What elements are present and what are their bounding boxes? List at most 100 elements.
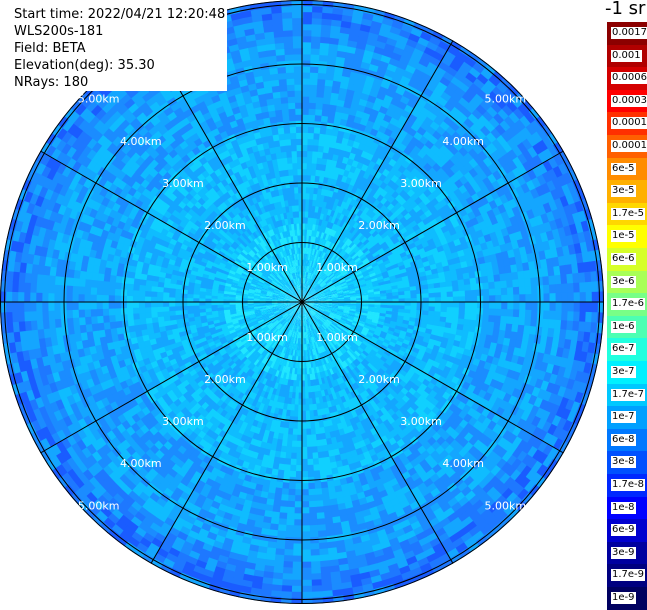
ray-gate bbox=[307, 447, 313, 454]
ray-gate bbox=[302, 169, 307, 176]
ray-gate bbox=[299, 387, 303, 394]
ray-gate bbox=[404, 294, 411, 298]
ray-gate bbox=[281, 585, 293, 592]
ray-gate bbox=[465, 302, 472, 309]
ray-gate bbox=[282, 567, 293, 574]
ray-gate bbox=[302, 193, 306, 200]
ray-gate bbox=[531, 286, 538, 295]
ray-gate bbox=[291, 580, 302, 587]
ray-gate bbox=[301, 592, 313, 599]
ray-gate bbox=[302, 199, 306, 206]
ray-gate bbox=[550, 302, 557, 312]
ray-gate bbox=[282, 573, 293, 580]
ray-gate bbox=[295, 483, 302, 490]
ray-gate bbox=[307, 471, 314, 478]
ray-gate bbox=[489, 302, 496, 310]
ray-gate bbox=[296, 447, 302, 454]
ray-gate bbox=[399, 302, 406, 306]
ray-gate bbox=[411, 302, 418, 307]
ray-gate bbox=[302, 157, 308, 164]
ray-gate bbox=[311, 585, 323, 592]
ray-gate bbox=[580, 292, 587, 303]
ray-gate bbox=[556, 293, 563, 303]
ray-gate bbox=[298, 399, 302, 406]
ray-gate bbox=[398, 295, 405, 299]
ray-gate bbox=[312, 18, 323, 25]
ray-gate bbox=[314, 482, 322, 489]
ray-gate bbox=[295, 489, 303, 496]
ray-gate bbox=[393, 302, 400, 306]
ray-gate bbox=[291, 574, 302, 581]
ray-gate bbox=[285, 525, 294, 532]
ray-gate bbox=[302, 78, 311, 85]
ray-gate bbox=[309, 531, 318, 538]
ray-gate bbox=[310, 543, 320, 550]
ray-gate bbox=[311, 36, 322, 43]
ray-gate bbox=[471, 302, 478, 309]
ray-gate bbox=[543, 310, 550, 320]
ray-gate bbox=[285, 531, 294, 538]
ray-gate bbox=[292, 556, 302, 563]
ray-gate bbox=[574, 302, 581, 313]
ray-gate bbox=[579, 312, 586, 323]
ray-gate bbox=[307, 453, 313, 460]
ray-gate bbox=[310, 72, 319, 79]
ray-gate bbox=[459, 302, 466, 308]
ray-gate bbox=[301, 556, 311, 563]
ray-gate bbox=[305, 398, 309, 405]
ray-gate bbox=[302, 18, 313, 25]
ray-gate bbox=[592, 302, 599, 314]
ray-gate bbox=[301, 574, 312, 581]
ray-gate bbox=[483, 302, 490, 309]
ray-gate bbox=[302, 181, 307, 188]
ray-gate bbox=[585, 312, 592, 324]
ray-gate bbox=[305, 404, 309, 411]
ray-gate bbox=[312, 24, 323, 31]
ray-gate bbox=[302, 12, 313, 19]
ray-gate bbox=[574, 292, 581, 303]
ray-gate bbox=[453, 302, 460, 308]
ray-gate bbox=[507, 302, 514, 310]
ray-gate bbox=[501, 288, 508, 296]
ray-gate bbox=[296, 441, 302, 448]
ray-gate bbox=[302, 151, 308, 158]
ray-gate bbox=[471, 290, 478, 297]
ray-gate bbox=[294, 507, 302, 514]
ray-gate bbox=[567, 283, 574, 294]
ray-gate bbox=[392, 295, 399, 299]
ray-gate bbox=[311, 48, 321, 55]
ray-gate bbox=[310, 573, 321, 580]
ray-gate bbox=[302, 211, 306, 218]
ray-gate bbox=[441, 292, 448, 298]
ray-gate bbox=[310, 555, 320, 562]
ray-gate bbox=[489, 309, 496, 317]
ray-gate bbox=[310, 561, 321, 568]
ray-gate bbox=[429, 302, 436, 307]
ray-gate bbox=[495, 288, 502, 296]
ray-gate bbox=[567, 311, 574, 322]
ray-gate bbox=[308, 489, 316, 496]
ray-gate bbox=[368, 297, 375, 300]
ray-gate bbox=[306, 423, 311, 430]
ray-gate bbox=[305, 392, 309, 399]
ray-gate bbox=[513, 287, 520, 296]
ray-gate bbox=[302, 145, 308, 152]
ray-gate bbox=[591, 281, 598, 293]
ray-gate bbox=[464, 284, 471, 291]
ray-gate bbox=[447, 302, 454, 308]
ray-gate bbox=[441, 302, 448, 308]
ray-gate bbox=[311, 591, 323, 598]
ray-gate bbox=[306, 441, 312, 448]
ray-gate bbox=[294, 513, 303, 520]
ray-gate bbox=[543, 285, 550, 295]
ray-gate bbox=[507, 309, 514, 317]
ray-gate bbox=[296, 453, 302, 460]
ray-gate bbox=[591, 312, 598, 324]
ray-gate bbox=[302, 66, 311, 73]
ray-gate bbox=[291, 568, 302, 575]
ray-gate bbox=[518, 279, 525, 288]
ray-gate bbox=[302, 48, 312, 55]
ray-gate bbox=[295, 465, 302, 472]
ray-gate bbox=[306, 435, 312, 442]
ray-gate bbox=[310, 66, 319, 73]
